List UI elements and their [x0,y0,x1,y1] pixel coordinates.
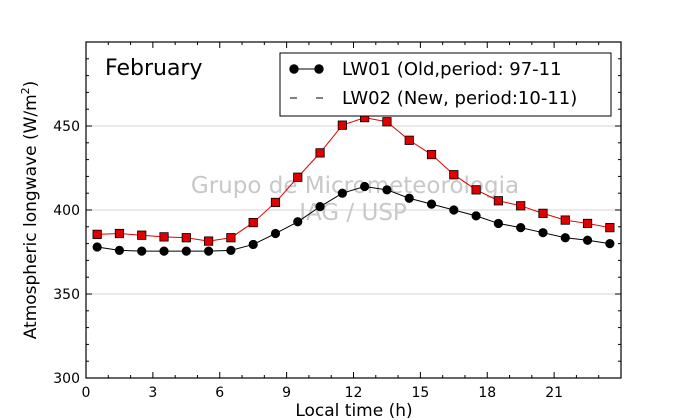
y-axis-label: Atmospheric longwave (W/m2) [19,81,41,340]
data-point [493,196,503,206]
legend: LW01 (Old,period: 97-11 LW02 (New, period… [279,52,612,117]
data-point [471,211,481,221]
data-point [248,239,258,250]
data-point [493,218,503,229]
data-point [181,233,191,243]
data-point [538,208,548,218]
x-tick-label: 3 [148,385,157,401]
data-point [270,228,281,239]
data-point [92,229,102,239]
legend-marker [289,64,299,74]
y-tick-label: 400 [53,203,80,219]
data-point [137,230,147,240]
legend-marker [314,64,324,74]
watermark-line-2: IAG / USP [299,200,407,226]
legend-box [279,52,612,117]
data-point [449,170,459,180]
data-point [404,193,414,203]
data-point [159,232,169,242]
data-point [426,199,437,209]
x-tick-label: 15 [411,385,429,401]
y-axis-label-end: ) [21,81,41,88]
data-point [582,235,593,245]
data-point [226,245,236,255]
data-point [181,246,191,256]
data-point [270,197,281,208]
series-2 [92,113,615,246]
data-point [471,185,481,195]
y-axis-label-sup: 2 [19,87,32,94]
y-axis-label-main: Atmospheric longwave (W/m [21,94,41,339]
data-point [159,246,169,256]
y-tick-label: 450 [53,119,80,135]
x-axis-label: Local time (h) [295,401,412,420]
data-point [315,148,325,158]
data-point [137,246,147,256]
data-point [204,246,214,256]
data-point [560,215,570,225]
data-point [293,217,303,227]
series-1 [92,181,615,256]
watermark: Grupo de Micrometeorologia IAG / USP [191,173,519,226]
data-point [315,202,325,212]
data-point [337,188,347,198]
data-point [382,185,392,195]
x-tick-label: 0 [82,385,91,401]
data-point [226,233,236,243]
data-point [404,135,414,145]
data-point [560,233,570,243]
watermark-line-1: Grupo de Micrometeorologia [191,173,519,199]
y-tick-label: 300 [53,371,80,387]
data-point [605,239,615,249]
data-point [92,242,102,252]
chart-title: February [105,56,203,81]
axes-layer: 0 3 6 9 12 15 18 21 300 350 400 450 [53,41,622,401]
data-point [516,201,526,211]
x-tick-label: 6 [215,385,224,401]
x-tick-label: 21 [545,385,563,401]
data-point [538,228,548,238]
legend-label: LW01 (Old,period: 97-11 [342,59,562,80]
legend-label: LW02 (New, period:10-11) [342,88,577,109]
data-point [293,172,303,182]
data-point [114,245,125,255]
x-tick-label: 12 [345,385,363,401]
data-point [248,217,258,228]
data-point [449,205,459,215]
data-point [605,223,615,233]
data-point [516,223,526,233]
data-point [426,149,437,160]
data-point [360,181,370,192]
data-point [582,218,593,229]
data-point [204,236,214,246]
data-point [382,117,392,127]
x-tick-label: 9 [282,385,291,401]
y-tick-label: 350 [53,287,80,303]
series-layer [92,113,615,256]
data-point [114,228,125,239]
data-point [337,120,347,130]
x-tick-label: 18 [478,385,496,401]
